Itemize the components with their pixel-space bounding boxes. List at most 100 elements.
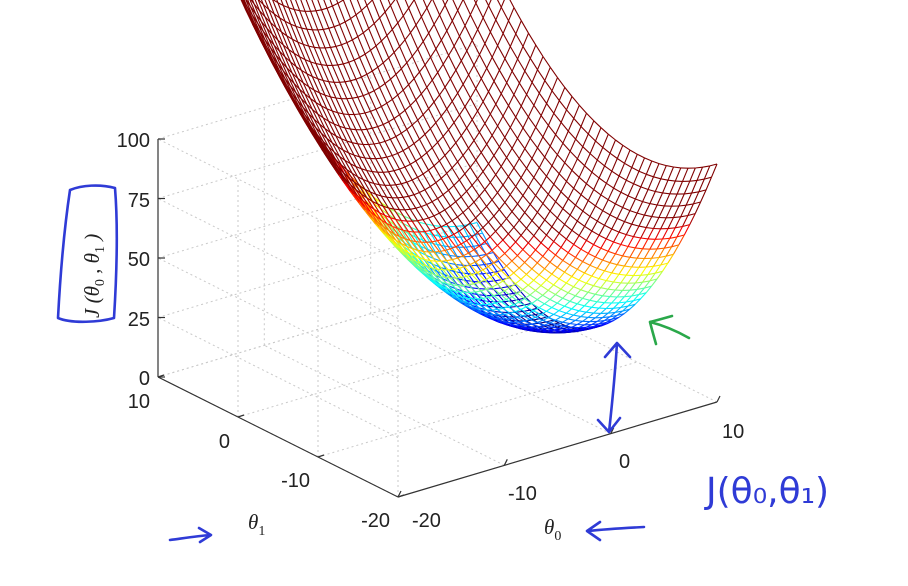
surface-mesh-line [618, 221, 625, 233]
surface-mesh-line [469, 264, 478, 273]
surface-mesh-line [546, 165, 553, 177]
surface-mesh-line [649, 272, 656, 282]
surface-mesh-line [351, 142, 360, 158]
surface-mesh-line [538, 227, 547, 236]
surface-mesh-line [531, 147, 538, 159]
surface-mesh-line [339, 21, 346, 26]
surface-mesh-line [373, 142, 380, 145]
surface-mesh-line [402, 84, 409, 91]
surface-mesh-line [540, 285, 549, 291]
surface-mesh-line [685, 192, 693, 206]
surface-mesh-line [589, 140, 597, 154]
surface-mesh-line [613, 231, 620, 243]
surface-mesh-line [397, 150, 404, 154]
surface-mesh-line [302, 44, 312, 63]
surface-mesh-line [529, 294, 538, 301]
surface-mesh-line [377, 203, 384, 207]
surface-mesh-line [364, 0, 368, 6]
surface-mesh-line [514, 284, 522, 292]
surface-mesh-line [277, 63, 286, 79]
surface-mesh-line [622, 305, 629, 312]
surface-mesh-line [371, 171, 380, 185]
surface-mesh-line [384, 215, 393, 227]
surface-mesh-line [340, 164, 349, 178]
surface-mesh-line [569, 323, 578, 326]
surface-mesh-line [489, 273, 496, 278]
surface-mesh-line [409, 163, 419, 178]
surface-mesh-line [346, 183, 355, 196]
surface-mesh-line [303, 43, 309, 47]
surface-mesh-line [312, 75, 319, 80]
surface-mesh-line [536, 203, 544, 213]
surface-mesh-line [404, 238, 413, 249]
surface-mesh-line [379, 17, 388, 36]
surface-mesh-line [594, 287, 602, 295]
surface-mesh-line [330, 96, 337, 99]
surface-mesh-line [249, 6, 259, 24]
surface-mesh-line [279, 17, 286, 22]
surface-mesh-line [642, 201, 651, 205]
surface-mesh-line [393, 233, 402, 244]
surface-mesh-line [551, 302, 558, 308]
surface-mesh-line [546, 279, 554, 286]
surface-mesh-line [573, 243, 582, 250]
surface-mesh-line [489, 113, 499, 127]
surface-mesh-line [295, 92, 304, 108]
surface-mesh-line [477, 101, 484, 112]
surface-mesh-line [618, 231, 627, 236]
surface-mesh-line [520, 227, 527, 236]
surface-mesh-line [465, 246, 473, 257]
surface-mesh-line [577, 268, 585, 274]
surface-mesh-line [328, 120, 335, 125]
surface-mesh-line [440, 30, 448, 41]
surface-mesh-line [622, 308, 630, 312]
surface-mesh-line [455, 69, 464, 85]
surface-mesh-line [606, 238, 614, 243]
surface-mesh-line [517, 316, 525, 322]
surface-mesh-line [673, 216, 681, 219]
surface-mesh-line [273, 13, 281, 19]
surface-mesh-line [386, 35, 395, 53]
surface-mesh-line [344, 21, 353, 41]
surface-mesh-line [401, 219, 407, 222]
surface-mesh-line [584, 264, 591, 274]
surface-mesh-line [381, 102, 388, 107]
surface-mesh-line [517, 138, 526, 150]
surface-mesh-line [468, 249, 475, 254]
surface-mesh-line [330, 132, 337, 137]
surface-mesh-line [382, 205, 391, 218]
surface-mesh-line [413, 191, 420, 196]
surface-mesh-line [527, 313, 536, 318]
surface-mesh-line [455, 196, 462, 203]
surface-mesh-line [504, 202, 513, 212]
surface-mesh-line [349, 80, 359, 98]
surface-mesh-line [538, 324, 545, 328]
surface-mesh-line [520, 278, 529, 286]
surface-mesh-line [398, 236, 408, 247]
surface-mesh-line [636, 287, 645, 290]
surface-mesh-line [444, 155, 453, 169]
surface-mesh-line [377, 62, 384, 68]
surface-mesh-line [603, 296, 611, 304]
surface-mesh-line [369, 50, 379, 68]
surface-mesh-line [473, 54, 480, 66]
surface-mesh-line [482, 163, 489, 172]
surface-mesh-line [378, 184, 388, 198]
surface-mesh-line [542, 56, 551, 68]
surface-mesh-line [502, 115, 511, 128]
surface-mesh-line [387, 229, 397, 241]
surface-mesh-line [353, 59, 362, 78]
surface-mesh-line [555, 191, 562, 202]
surface-mesh-line [645, 258, 653, 268]
surface-mesh-line [462, 207, 469, 213]
surface-mesh-line [514, 311, 522, 318]
surface-mesh-line [609, 214, 618, 219]
surface-mesh-line [473, 303, 482, 310]
surface-mesh-line [433, 257, 441, 262]
surface-mesh-line [449, 201, 457, 207]
surface-mesh-line [482, 17, 491, 33]
surface-mesh-line [466, 280, 474, 283]
surface-mesh-line [484, 276, 491, 281]
surface-mesh-line [558, 278, 567, 284]
surface-mesh-line [391, 197, 400, 210]
